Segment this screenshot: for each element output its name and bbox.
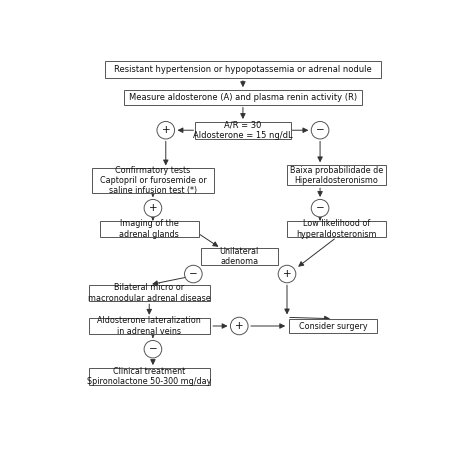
Ellipse shape — [311, 199, 329, 217]
FancyBboxPatch shape — [289, 319, 377, 333]
Text: −: − — [316, 203, 324, 213]
Ellipse shape — [311, 122, 329, 139]
Text: Measure aldosterone (A) and plasma renin activity (R): Measure aldosterone (A) and plasma renin… — [129, 93, 357, 102]
FancyBboxPatch shape — [287, 165, 386, 185]
Text: −: − — [189, 269, 198, 279]
Text: A/R = 30
Aldosterone = 15 ng/dL: A/R = 30 Aldosterone = 15 ng/dL — [193, 121, 293, 140]
Text: Resistant hypertension or hypopotassemia or adrenal nodule: Resistant hypertension or hypopotassemia… — [114, 65, 372, 74]
Text: +: + — [149, 203, 157, 213]
Text: +: + — [235, 321, 244, 331]
Text: Consider surgery: Consider surgery — [299, 321, 367, 330]
FancyBboxPatch shape — [92, 168, 213, 193]
FancyBboxPatch shape — [89, 368, 210, 385]
FancyBboxPatch shape — [105, 61, 381, 78]
FancyBboxPatch shape — [89, 285, 210, 302]
Ellipse shape — [157, 122, 174, 139]
FancyBboxPatch shape — [100, 220, 199, 237]
FancyBboxPatch shape — [201, 248, 278, 265]
Text: Bilateral micro or
macronodular adrenal disease: Bilateral micro or macronodular adrenal … — [88, 284, 210, 303]
Text: Baixa probabilidade de
Hiperaldosteronismo: Baixa probabilidade de Hiperaldosteronis… — [290, 166, 383, 185]
Ellipse shape — [278, 265, 296, 283]
FancyBboxPatch shape — [287, 220, 386, 237]
Text: −: − — [148, 344, 157, 354]
Ellipse shape — [144, 341, 162, 358]
Text: Aldosterone lateralization
in adrenal veins: Aldosterone lateralization in adrenal ve… — [97, 316, 201, 336]
Text: +: + — [283, 269, 292, 279]
Ellipse shape — [230, 317, 248, 335]
Text: Imaging of the
adrenal glands: Imaging of the adrenal glands — [119, 219, 179, 239]
Ellipse shape — [184, 265, 202, 283]
Text: Confirmatory tests
Captopril or furosemide or
saline infusion test (*): Confirmatory tests Captopril or furosemi… — [100, 166, 206, 195]
Text: Unilateral
adenoma: Unilateral adenoma — [219, 247, 259, 266]
FancyBboxPatch shape — [124, 90, 362, 104]
FancyBboxPatch shape — [89, 318, 210, 334]
Text: −: − — [316, 125, 324, 135]
Text: Low likelihood of
hyperaldosteronism: Low likelihood of hyperaldosteronism — [296, 219, 377, 239]
Text: Clinical treatment
Spironolactone 50-300 mg/day: Clinical treatment Spironolactone 50-300… — [87, 367, 211, 386]
FancyBboxPatch shape — [195, 122, 291, 139]
Text: +: + — [162, 125, 170, 135]
Ellipse shape — [144, 199, 162, 217]
